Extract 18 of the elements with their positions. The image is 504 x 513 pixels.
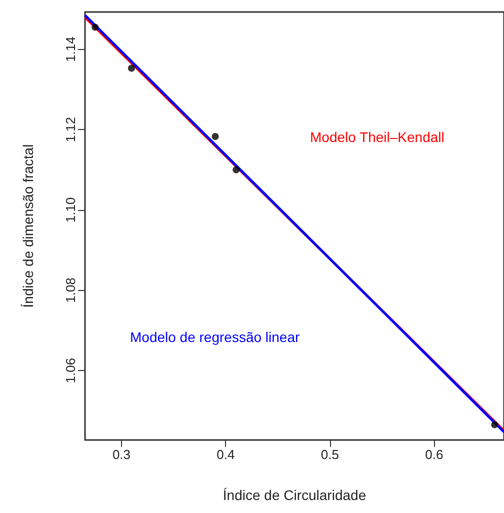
point <box>128 64 135 72</box>
x-tick-label: 0.4 <box>216 447 235 462</box>
y-axis-title: Índice de dimensão fractal <box>20 144 36 308</box>
x-axis-title: Índice de Circularidade <box>222 487 366 503</box>
point <box>232 166 240 174</box>
x-tick-label: 0.5 <box>320 447 339 462</box>
point <box>212 132 219 140</box>
point <box>491 421 498 428</box>
x-tick-label: 0.6 <box>425 447 444 462</box>
text: Modelo de regressão linear <box>130 329 300 345</box>
y-tick-label: 1.14 <box>63 36 78 62</box>
y-tick-label: 1.06 <box>63 358 78 384</box>
y-tick-label: 1.08 <box>63 278 78 303</box>
point <box>92 24 99 31</box>
x-tick-label: 0.3 <box>112 447 131 462</box>
y-tick-label: 1.12 <box>63 116 78 142</box>
y-tick-label: 1.10 <box>63 197 78 223</box>
text: Modelo Theil–Kendall <box>310 129 444 145</box>
